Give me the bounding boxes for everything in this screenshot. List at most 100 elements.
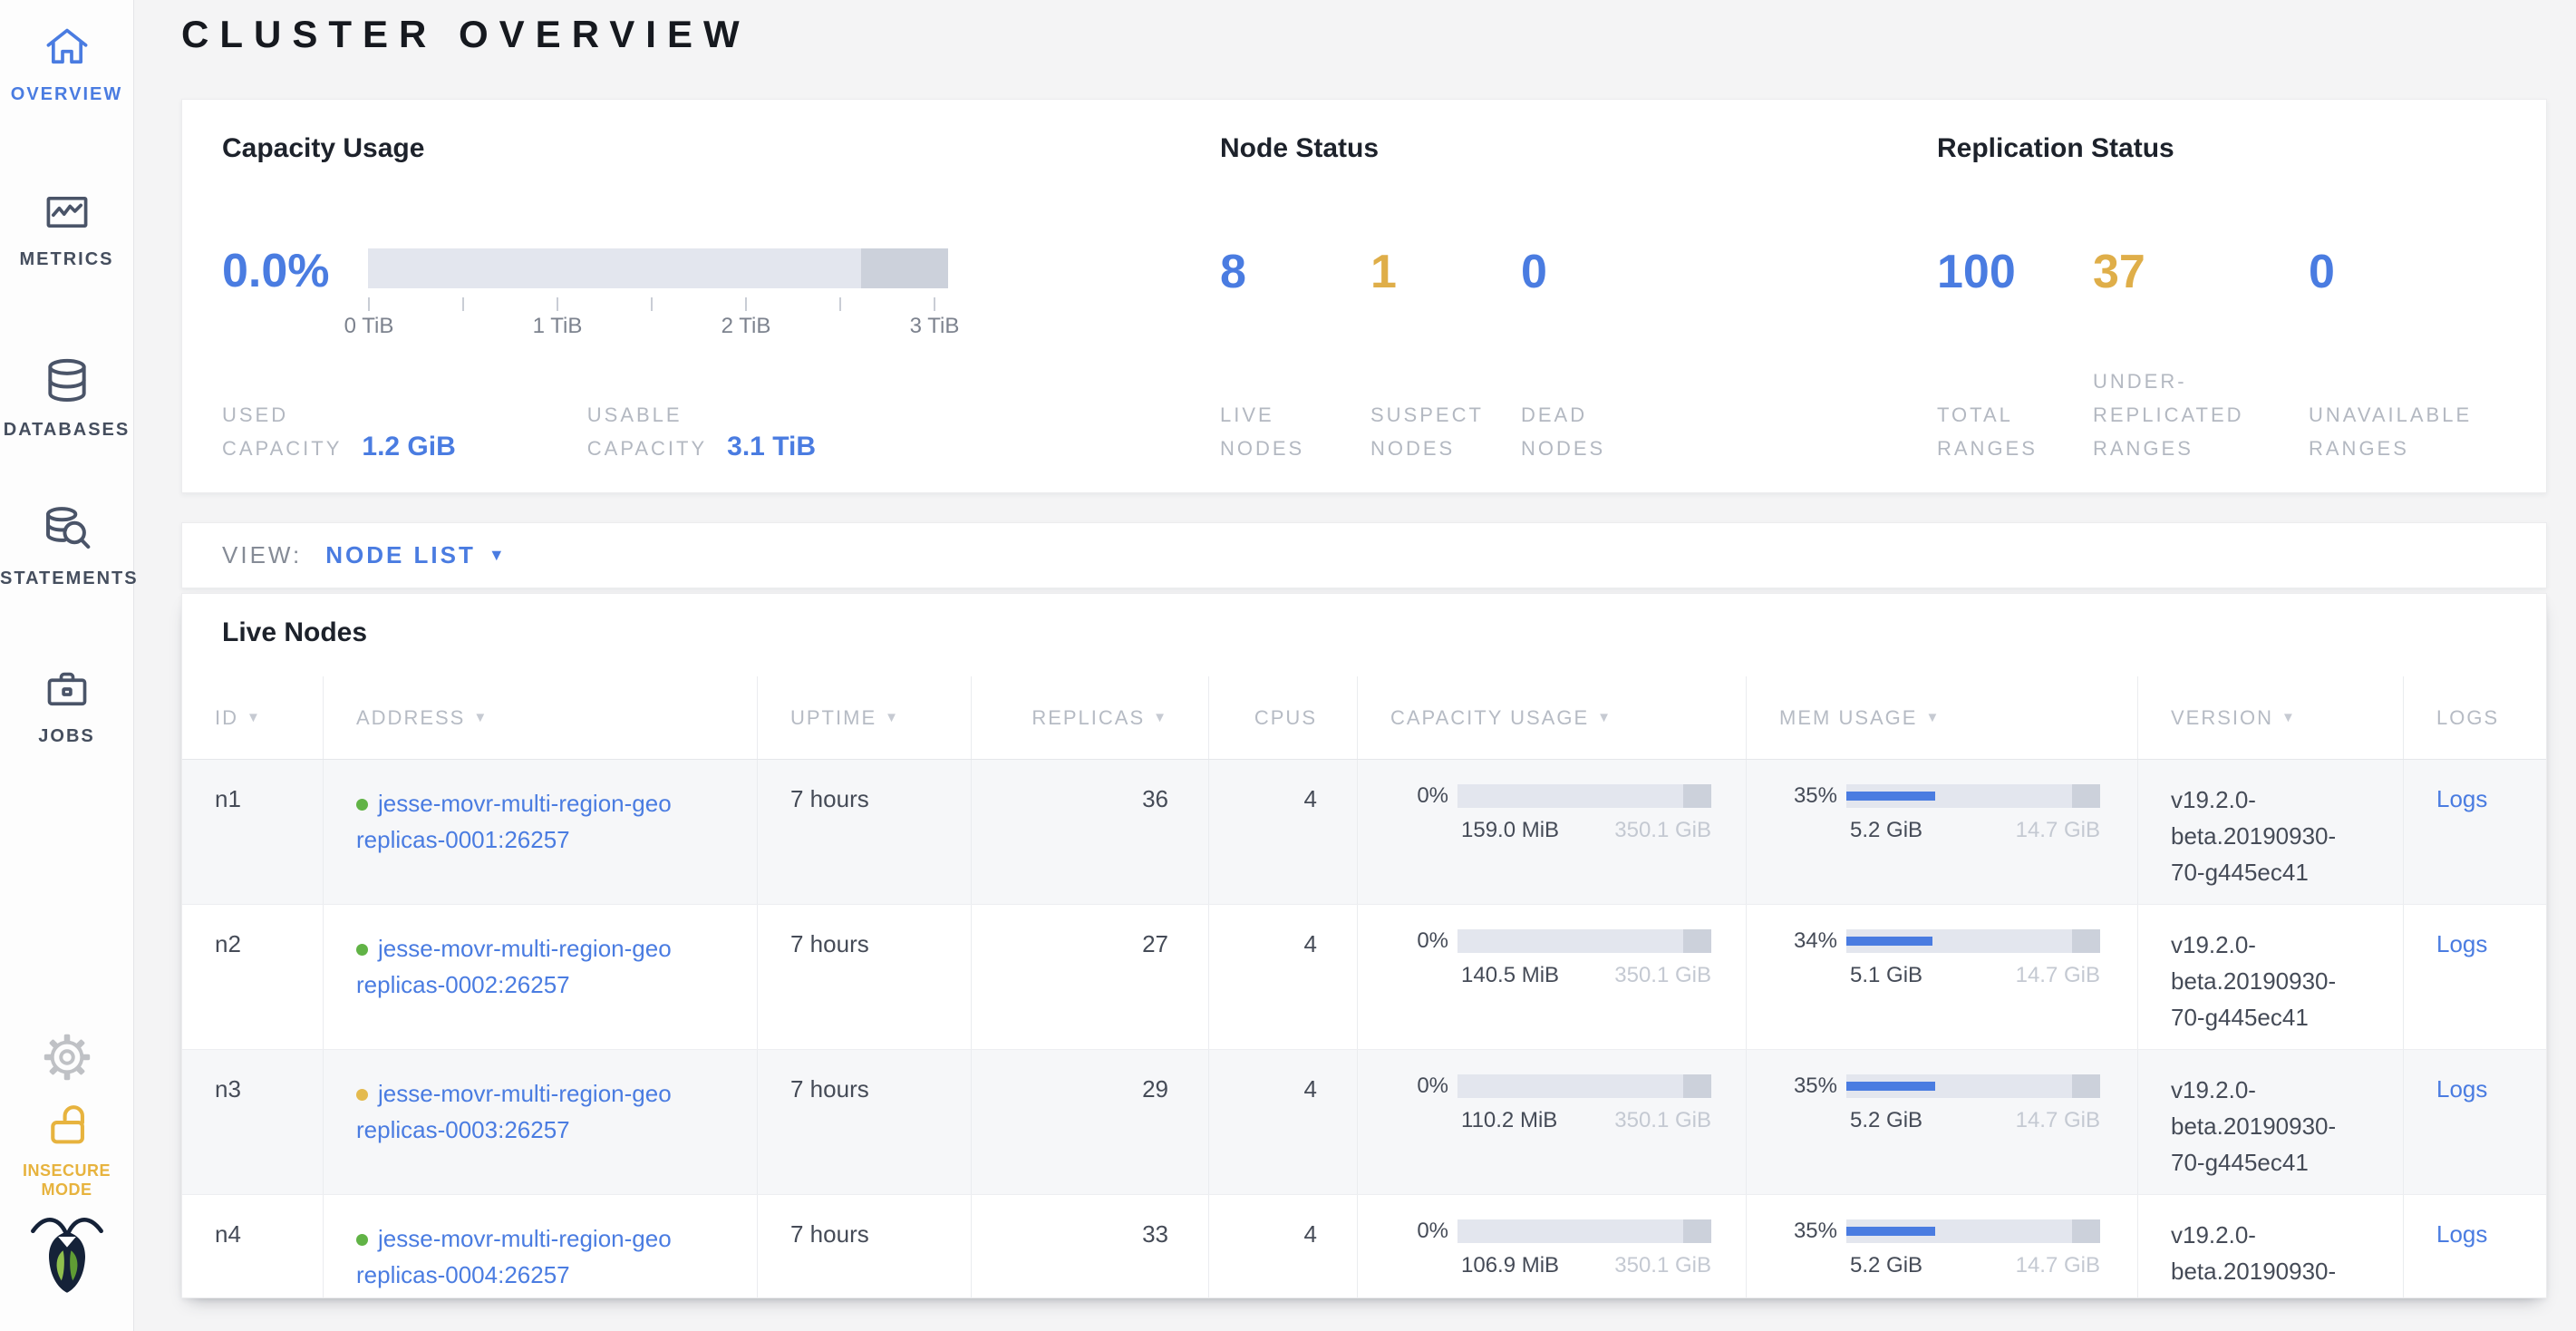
node-version: v19.2.0- beta.20190930- 70-g445ec41 (2138, 1195, 2404, 1297)
sort-arrow-icon: ▼ (885, 710, 900, 725)
usable-capacity-label: CAPACITY (586, 437, 708, 460)
node-address-link[interactable]: jesse-movr-multi-region-geo replicas-000… (356, 1080, 672, 1143)
axis-tick (557, 297, 558, 311)
node-uptime: 7 hours (758, 1195, 972, 1297)
view-dropdown[interactable]: NODE LIST ▼ (325, 541, 505, 569)
sidebar-item-jobs[interactable]: JOBS (0, 666, 133, 747)
sidebar-item-label: JOBS (38, 726, 95, 746)
capacity-bar (1457, 1074, 1711, 1098)
stat-total-ranges: 100 TOTAL RANGES (1937, 246, 2038, 460)
stat-suspect-nodes: 1 SUSPECT NODES (1370, 246, 1484, 460)
logs-link[interactable]: Logs (2436, 1220, 2488, 1248)
node-status-title: Node Status (1220, 133, 1380, 163)
replication-status-section: Replication Status 100 TOTAL RANGES 37 U… (1937, 131, 2506, 465)
logs-link[interactable]: Logs (2436, 1075, 2488, 1103)
column-header-logs: LOGS (2436, 705, 2500, 729)
replication-status-title: Replication Status (1937, 133, 2174, 163)
sidebar-item-label: METRICS (19, 249, 114, 269)
sidebar-item-label: STATEMENTS (0, 568, 139, 588)
node-status-dot (356, 944, 368, 956)
sort-arrow-icon: ▼ (2281, 710, 2297, 725)
node-capacity-usage: 0% 106.9 MiB 350.1 GiB (1358, 1195, 1747, 1297)
chevron-down-icon: ▼ (488, 546, 505, 564)
sidebar-item-metrics[interactable]: METRICS (0, 189, 133, 270)
node-id: n1 (182, 760, 324, 904)
home-icon (41, 28, 93, 74)
capacity-stats: USED CAPACITY 1.2 GiB USABLE CAPACITY 3.… (222, 398, 1220, 465)
node-replicas: 27 (972, 905, 1209, 1049)
column-header-replicas[interactable]: REPLICAS ▼ (972, 676, 1209, 759)
sidebar-item-overview[interactable]: OVERVIEW (0, 24, 133, 105)
node-address-link[interactable]: jesse-movr-multi-region-geo replicas-000… (356, 1225, 672, 1288)
usable-capacity-label: USABLE (586, 403, 683, 426)
node-mem-usage: 35% 5.2 GiB 14.7 GiB (1747, 1050, 2138, 1194)
node-version: v19.2.0- beta.20190930- 70-g445ec41 (2138, 905, 2404, 1049)
sort-arrow-icon: ▼ (247, 710, 262, 725)
capacity-bar-group: 0 TiB 1 TiB 2 TiB 3 TiB (344, 248, 959, 343)
capacity-usage-section: Capacity Usage 0.0% (222, 131, 1220, 465)
capacity-usage-title: Capacity Usage (222, 133, 425, 163)
mem-bar (1846, 929, 2100, 953)
node-address-link[interactable]: jesse-movr-multi-region-geo replicas-000… (356, 935, 672, 998)
node-version: v19.2.0- beta.20190930- 70-g445ec41 (2138, 760, 2404, 904)
axis-tick (368, 297, 370, 311)
capacity-bar (1457, 1219, 1711, 1243)
used-capacity: USED CAPACITY 1.2 GiB (222, 398, 456, 465)
insecure-mode-button[interactable]: INSECURE MODE (0, 1099, 133, 1200)
table-header-row: ID ▼ ADDRESS ▼ UPTIME ▼ REPLICAS ▼ CPUS CAPA… (182, 676, 2546, 760)
usable-capacity: USABLE CAPACITY 3.1 TiB (587, 398, 816, 465)
capacity-reserved-segment (861, 248, 948, 288)
node-cpus: 4 (1209, 760, 1358, 904)
node-mem-usage: 35% 5.2 GiB 14.7 GiB (1747, 1195, 2138, 1297)
column-header-uptime[interactable]: UPTIME ▼ (758, 676, 972, 759)
node-replicas: 33 (972, 1195, 1209, 1297)
sidebar-item-statements[interactable]: STATEMENTS (0, 504, 139, 589)
column-header-version[interactable]: VERSION ▼ (2138, 676, 2404, 759)
column-header-address[interactable]: ADDRESS ▼ (324, 676, 758, 759)
used-capacity-label: USED (222, 403, 289, 426)
node-capacity-usage: 0% 159.0 MiB 350.1 GiB (1358, 760, 1747, 904)
live-nodes-card: Live Nodes ID ▼ ADDRESS ▼ UPTIME ▼ REPLICAS… (181, 593, 2547, 1298)
logs-link[interactable]: Logs (2436, 930, 2488, 957)
stat-live-nodes: 8 LIVE NODES (1220, 246, 1305, 460)
node-mem-usage: 35% 5.2 GiB 14.7 GiB (1747, 760, 2138, 904)
page-title: CLUSTER OVERVIEW (181, 13, 751, 55)
node-address-link[interactable]: jesse-movr-multi-region-geo replicas-000… (356, 790, 672, 853)
column-header-id[interactable]: ID ▼ (182, 676, 324, 759)
node-cpus: 4 (1209, 905, 1358, 1049)
axis-tick-label: 0 TiB (344, 314, 394, 338)
mem-bar (1846, 1219, 2100, 1243)
usable-capacity-value: 3.1 TiB (727, 432, 816, 461)
logs-link[interactable]: Logs (2436, 785, 2488, 812)
used-capacity-value: 1.2 GiB (362, 432, 456, 461)
capacity-usage-bar (368, 248, 948, 288)
node-capacity-usage: 0% 110.2 MiB 350.1 GiB (1358, 1050, 1747, 1194)
axis-tick (745, 297, 747, 311)
live-nodes-title: Live Nodes (222, 617, 368, 647)
stat-dead-nodes: 0 DEAD NODES (1521, 246, 1606, 460)
node-replicas: 29 (972, 1050, 1209, 1194)
column-header-capacity-usage[interactable]: CAPACITY USAGE ▼ (1358, 676, 1747, 759)
mem-bar (1846, 784, 2100, 808)
jobs-briefcase-icon (41, 672, 93, 716)
axis-tick (651, 297, 653, 311)
node-cpus: 4 (1209, 1050, 1358, 1194)
settings-gear-button[interactable] (0, 1032, 133, 1087)
node-replicas: 36 (972, 760, 1209, 904)
axis-tick-label: 1 TiB (532, 314, 583, 338)
open-lock-icon (40, 1105, 94, 1155)
node-id: n4 (182, 1195, 324, 1297)
cockroachdb-logo[interactable] (0, 1210, 133, 1299)
stat-unavailable-ranges: 0 UNAVAILABLE RANGES (2309, 246, 2473, 460)
sort-arrow-icon: ▼ (1153, 710, 1168, 725)
table-row: n3 jesse-movr-multi-region-geo replicas-… (182, 1050, 2546, 1195)
capacity-bar (1457, 784, 1711, 808)
node-status-dot (356, 799, 368, 811)
sidebar-item-databases[interactable]: DATABASES (0, 355, 133, 441)
sort-arrow-icon: ▼ (1925, 710, 1942, 725)
axis-tick-label: 2 TiB (721, 314, 771, 338)
view-dropdown-value: NODE LIST (325, 541, 476, 568)
axis-tick (839, 297, 841, 311)
column-header-mem-usage[interactable]: MEM USAGE ▼ (1747, 676, 2138, 759)
axis-tick (934, 297, 935, 311)
